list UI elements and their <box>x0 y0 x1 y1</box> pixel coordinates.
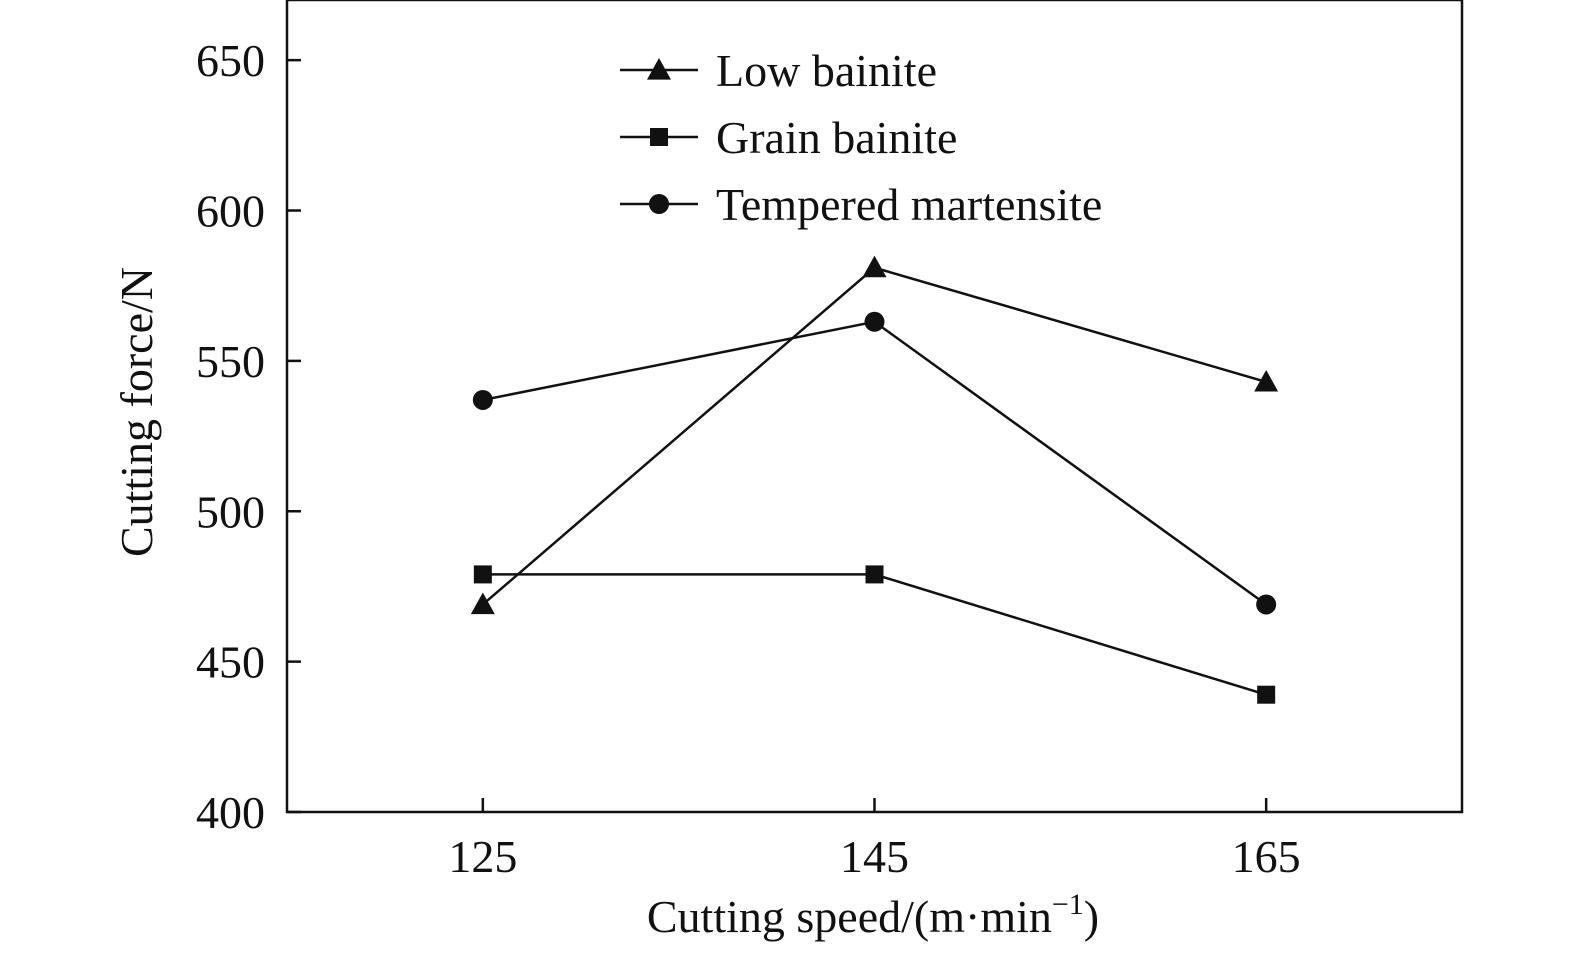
legend-marker-square <box>650 128 668 146</box>
x-axis-label: Cutting speed/(m·min−1) <box>647 888 1099 942</box>
data-point-tempered-martensite <box>472 389 493 410</box>
legend-label: Tempered martensite <box>716 179 1102 230</box>
series-line-grain-bainite <box>482 573 1267 696</box>
series-line-tempered-martensite <box>482 320 1267 606</box>
y-axis-ticks: 400 450 500 550 600 650 <box>196 35 301 838</box>
data-point-grain-bainite <box>865 565 884 584</box>
legend: Low bainite Grain bainite Tempered martens… <box>620 45 1102 230</box>
legend-entry-grain-bainite: Grain bainite <box>620 112 957 163</box>
x-tick-label: 165 <box>1232 831 1301 882</box>
data-point-grain-bainite <box>1257 685 1276 704</box>
legend-entry-low-bainite: Low bainite <box>620 45 937 96</box>
data-point-low-bainite <box>470 592 495 615</box>
x-axis-label-main: Cutting speed/(m·min <box>647 891 1052 942</box>
series-grain-bainite <box>473 565 1276 704</box>
legend-marker-triangle <box>647 58 671 80</box>
data-point-low-bainite <box>1254 369 1279 392</box>
x-axis-label-close: ) <box>1084 891 1099 942</box>
data-point-tempered-martensite <box>1256 594 1277 615</box>
y-tick-label: 550 <box>196 336 265 387</box>
data-point-grain-bainite <box>473 565 492 584</box>
data-point-tempered-martensite <box>864 311 885 332</box>
y-tick-label: 450 <box>196 637 265 688</box>
series-tempered-martensite <box>472 311 1277 615</box>
legend-label: Low bainite <box>716 45 937 96</box>
x-tick-label: 125 <box>448 831 517 882</box>
y-axis-label: Cutting force/N <box>111 267 162 557</box>
series-low-bainite <box>470 255 1279 615</box>
y-tick-label: 600 <box>196 186 265 237</box>
y-tick-label: 650 <box>196 35 265 86</box>
legend-entry-tempered-martensite: Tempered martensite <box>620 179 1102 230</box>
x-tick-label: 145 <box>840 831 909 882</box>
legend-label: Grain bainite <box>716 112 957 163</box>
y-tick-label: 400 <box>196 787 265 838</box>
series-layer <box>470 255 1279 704</box>
x-axis-label-superscript: −1 <box>1052 888 1084 921</box>
y-tick-label: 500 <box>196 486 265 537</box>
legend-marker-circle <box>649 194 669 214</box>
x-axis-ticks: 125 145 165 <box>448 798 1301 882</box>
data-point-low-bainite <box>862 255 887 278</box>
